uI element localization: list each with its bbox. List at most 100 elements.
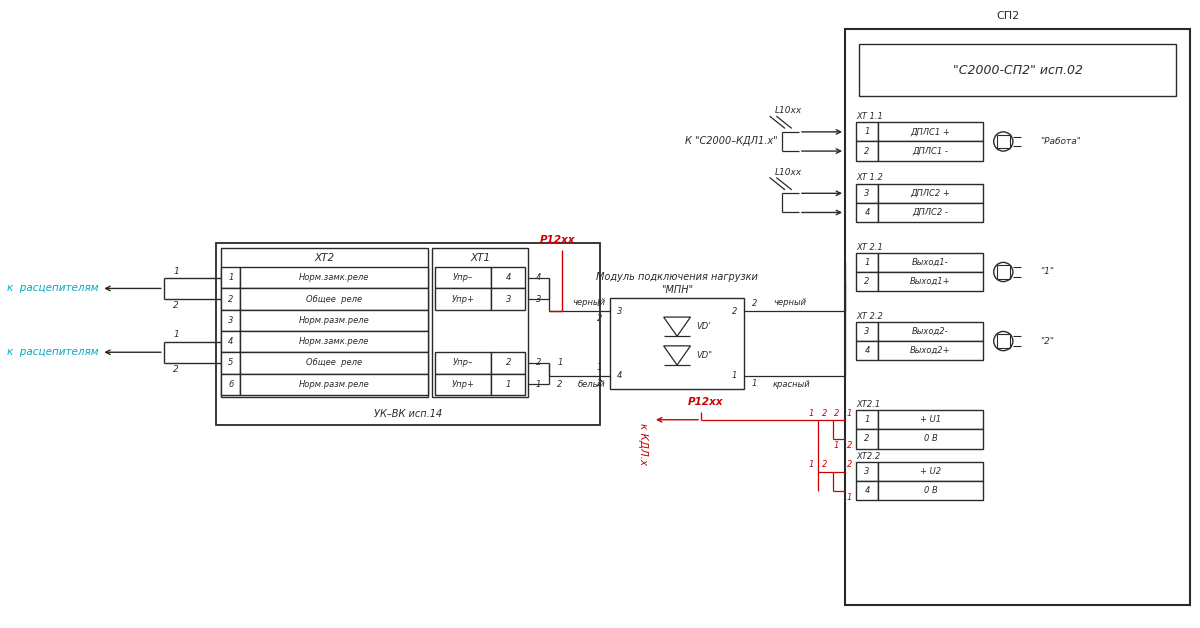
Text: 1: 1 [173, 330, 179, 339]
Bar [432, 248, 528, 397]
Text: Упр+: Упр+ [451, 380, 475, 389]
Bar [491, 352, 526, 374]
Text: к  расцепителям: к расцепителям [7, 347, 98, 357]
Text: 5: 5 [228, 359, 234, 367]
Text: 6: 6 [228, 380, 234, 389]
Text: Выход2-: Выход2- [912, 327, 949, 336]
Bar [857, 481, 877, 501]
Text: 2: 2 [864, 146, 870, 156]
Text: 2: 2 [864, 277, 870, 286]
Text: ХТ 2.2: ХТ 2.2 [857, 311, 883, 321]
Bar [221, 288, 240, 310]
Text: 0 В: 0 В [924, 486, 937, 495]
Text: УК–ВК исп.14: УК–ВК исп.14 [374, 409, 443, 419]
Text: 3: 3 [617, 307, 622, 316]
Text: "1": "1" [1039, 268, 1054, 276]
Text: Р12хх: Р12хх [688, 398, 724, 408]
Text: ДПЛС2 -: ДПЛС2 - [912, 208, 948, 217]
Text: Упр–: Упр– [454, 359, 473, 367]
Text: Норм.разм.реле: Норм.разм.реле [299, 380, 370, 389]
Bar [877, 253, 983, 272]
Text: Выход1-: Выход1- [912, 258, 949, 267]
Text: + U2: + U2 [920, 467, 941, 476]
Bar [240, 288, 427, 310]
Text: 4: 4 [864, 346, 870, 355]
Bar [857, 141, 877, 161]
Text: Общее  реле: Общее реле [306, 295, 362, 303]
Bar [240, 310, 427, 331]
Text: 2: 2 [822, 409, 828, 418]
Bar [845, 30, 1190, 605]
Text: ХТ 2.1: ХТ 2.1 [857, 242, 883, 252]
Text: 1: 1 [596, 299, 602, 308]
Bar [877, 322, 983, 341]
Bar [221, 352, 240, 374]
Text: 1: 1 [173, 267, 179, 276]
Text: 1: 1 [809, 409, 815, 418]
Text: "С2000-СП2" исп.02: "С2000-СП2" исп.02 [953, 63, 1082, 77]
Text: 1: 1 [809, 460, 815, 469]
Text: 2: 2 [173, 301, 179, 310]
Bar [877, 272, 983, 291]
Text: черный: черный [773, 298, 806, 307]
Text: Модуль подключения нагрузки: Модуль подключения нагрузки [596, 272, 758, 282]
Text: 0 В: 0 В [924, 435, 937, 443]
Bar [221, 267, 240, 288]
Text: L10хх: L10хх [775, 168, 802, 176]
Bar [877, 430, 983, 448]
Text: 2: 2 [536, 359, 541, 367]
Bar [240, 267, 427, 288]
Text: ХТ2.2: ХТ2.2 [857, 452, 881, 461]
Text: 3: 3 [228, 316, 234, 325]
Bar [221, 331, 240, 352]
Text: черный: черный [572, 298, 605, 307]
Text: "МПН": "МПН" [661, 285, 694, 295]
Text: 4: 4 [617, 371, 622, 380]
Bar [877, 184, 983, 203]
Text: 1: 1 [847, 409, 852, 418]
Text: 2: 2 [834, 409, 839, 418]
Bar [240, 331, 427, 352]
Text: ДПЛС1 -: ДПЛС1 - [912, 146, 948, 156]
Bar [859, 43, 1176, 96]
Text: Норм.замк.реле: Норм.замк.реле [299, 273, 370, 283]
Text: 1: 1 [536, 380, 541, 389]
Text: 4: 4 [536, 273, 541, 283]
Bar [221, 310, 240, 331]
Text: 3: 3 [505, 295, 511, 303]
Text: 2: 2 [228, 295, 234, 303]
Bar [240, 374, 427, 395]
Text: 2: 2 [732, 307, 737, 316]
Bar [436, 352, 491, 374]
Bar [857, 322, 877, 341]
Bar [610, 298, 744, 389]
Bar [240, 352, 427, 374]
Text: 2: 2 [505, 359, 511, 367]
Bar [436, 288, 491, 310]
Bar [491, 374, 526, 395]
Text: 3: 3 [864, 327, 870, 336]
Text: Норм.разм.реле: Норм.разм.реле [299, 316, 370, 325]
Text: 1: 1 [864, 127, 870, 136]
Bar [877, 462, 983, 481]
Text: Упр–: Упр– [454, 273, 473, 283]
Text: 1: 1 [732, 371, 737, 380]
Text: ХТ 1.1: ХТ 1.1 [857, 112, 883, 121]
Bar [491, 288, 526, 310]
Bar [857, 203, 877, 222]
Text: 1: 1 [864, 258, 870, 267]
Bar [857, 430, 877, 448]
Text: 2: 2 [596, 315, 602, 323]
Text: Норм.замк.реле: Норм.замк.реле [299, 337, 370, 346]
Bar [857, 122, 877, 141]
Bar [491, 267, 526, 288]
Text: 1: 1 [557, 359, 563, 367]
Text: Упр+: Упр+ [451, 295, 475, 303]
Text: Выход1+: Выход1+ [910, 277, 950, 286]
Text: 1: 1 [752, 379, 757, 387]
Text: 1: 1 [596, 364, 602, 372]
Text: к  расцепителям: к расцепителям [7, 283, 98, 293]
Bar [877, 341, 983, 360]
Text: 2: 2 [173, 365, 179, 374]
Bar [857, 253, 877, 272]
